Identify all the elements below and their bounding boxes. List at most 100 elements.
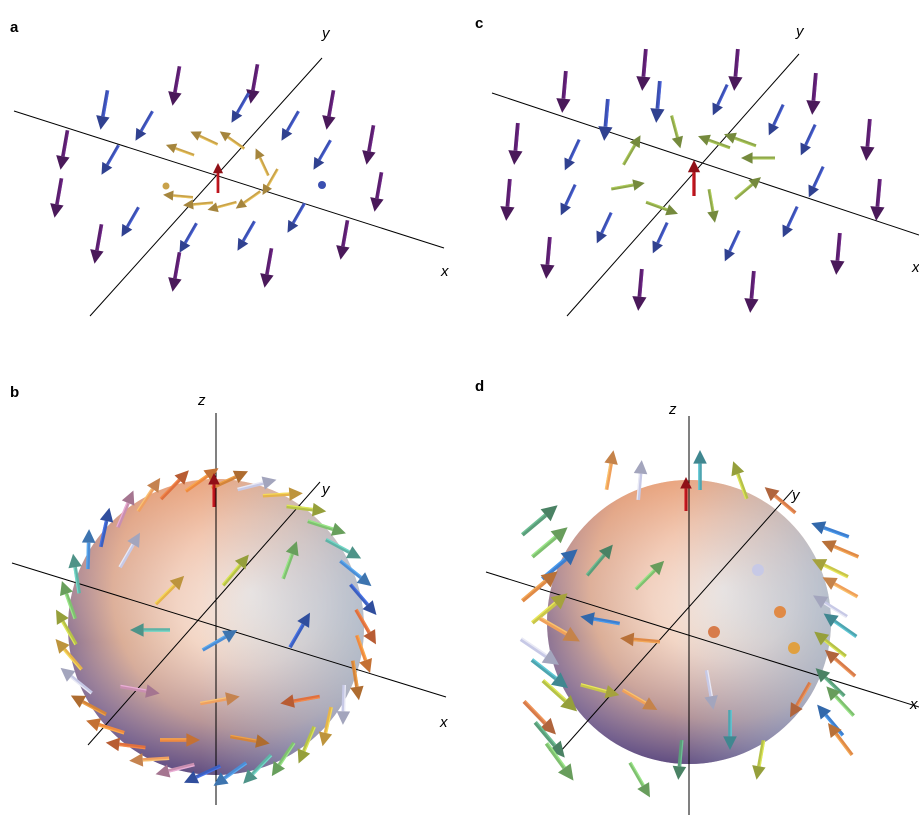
arrow-icon <box>531 593 568 625</box>
arrow-tip-icon <box>752 564 764 576</box>
arrow-icon <box>634 560 665 591</box>
arrow-icon <box>744 270 759 313</box>
x-axis-line-b <box>11 562 447 698</box>
arrow-icon <box>500 178 515 221</box>
arrow-icon <box>160 733 200 747</box>
arrow-icon <box>556 70 571 113</box>
arrow-field-c <box>500 48 885 313</box>
y-axis-label-a: y <box>321 25 331 42</box>
arrow-icon <box>610 179 645 191</box>
arrow-icon <box>598 98 613 141</box>
arrow-icon <box>814 631 847 658</box>
arrow-icon <box>782 205 799 238</box>
arrow-icon <box>199 692 240 706</box>
arrow-icon <box>55 639 83 671</box>
arrow-icon <box>165 143 195 157</box>
arrow-icon <box>255 148 270 177</box>
x-axis-label-c: x <box>911 259 919 276</box>
arrow-icon <box>826 686 855 717</box>
arrow-icon <box>105 737 146 752</box>
arrow-icon <box>672 739 687 780</box>
arrow-icon <box>731 461 749 500</box>
arrow-icon <box>201 630 238 652</box>
arrow-icon <box>60 580 77 620</box>
arrow-icon <box>99 507 114 548</box>
arrow-icon <box>628 761 650 798</box>
y-axis-line-b <box>87 481 321 746</box>
panel-label-b: b <box>10 384 19 401</box>
arrow-icon <box>281 110 300 141</box>
arrow-icon <box>824 649 857 678</box>
x-axis-line-a <box>13 110 445 249</box>
arrow-icon <box>724 229 741 262</box>
arrow-icon <box>288 612 310 649</box>
arrow-icon <box>370 171 384 212</box>
arrow-icon <box>101 144 120 175</box>
arrow-icon <box>70 695 107 716</box>
arrow-icon <box>339 559 372 587</box>
y-axis-label-b: y <box>321 481 331 498</box>
arrow-icon <box>698 134 731 150</box>
arrow-icon <box>118 532 140 569</box>
arrow-icon <box>280 694 321 708</box>
arrow-icon <box>260 247 274 288</box>
arrow-icon <box>183 764 222 784</box>
arrow-icon <box>271 741 296 777</box>
arrow-icon <box>530 658 569 689</box>
arrow-icon <box>531 527 568 559</box>
arrow-icon <box>96 89 110 130</box>
x-axis-line-d <box>485 571 919 708</box>
arrow-icon <box>544 742 574 781</box>
arrow-icon <box>560 183 577 216</box>
x-axis-label-a: x <box>440 263 449 280</box>
arrow-icon <box>728 48 743 91</box>
arrow-icon <box>540 236 555 279</box>
arrow-icon <box>50 177 64 218</box>
arrow-icon <box>287 202 306 233</box>
arrow-icon <box>519 637 560 665</box>
arrow-icon <box>336 684 351 725</box>
arrow-icon <box>860 118 875 161</box>
y-axis-line-c <box>566 53 800 317</box>
arrow-icon <box>355 634 372 674</box>
arrow-icon <box>580 683 620 699</box>
arrow-icon <box>620 632 661 647</box>
arrow-icon <box>135 110 154 141</box>
arrow-icon <box>806 72 821 115</box>
arrow-icon <box>213 761 248 786</box>
arrow-icon <box>136 477 161 513</box>
arrow-icon <box>752 739 766 780</box>
arrow-icon <box>733 177 762 201</box>
arrow-icon <box>336 219 350 260</box>
y-axis-label-c: y <box>795 23 805 40</box>
arrow-icon <box>622 135 641 166</box>
arrow-icon <box>724 132 757 148</box>
arrow-icon <box>86 718 125 735</box>
arrow-icon <box>822 577 859 599</box>
arrow-icon <box>207 200 237 213</box>
panel-label-a: a <box>10 19 19 36</box>
arrow-icon <box>56 129 70 170</box>
arrow-icon <box>322 89 336 130</box>
arrow-icon <box>604 450 618 491</box>
arrow-icon <box>870 178 885 221</box>
arrow-icon <box>231 92 250 123</box>
arrow-icon <box>800 123 817 156</box>
arrow-icon <box>650 80 665 123</box>
arrow-icon <box>827 723 854 757</box>
arrow-icon <box>521 505 558 537</box>
arrow-icon <box>823 613 858 638</box>
arrow-icon <box>246 63 260 104</box>
arrow-icon <box>237 220 256 251</box>
arrow-icon <box>119 684 160 698</box>
arrow-icon <box>129 753 170 767</box>
arrow-icon <box>130 623 170 637</box>
y-axis-label-d: y <box>791 487 801 504</box>
arrow-icon <box>350 660 364 701</box>
arrow-icon <box>313 139 332 170</box>
z-axis-label-d: z <box>668 401 677 418</box>
arrow-icon <box>121 206 140 237</box>
panel-d: d z y x <box>475 378 919 815</box>
panel-a: a x y <box>10 19 449 317</box>
arrow-icon <box>521 571 558 603</box>
